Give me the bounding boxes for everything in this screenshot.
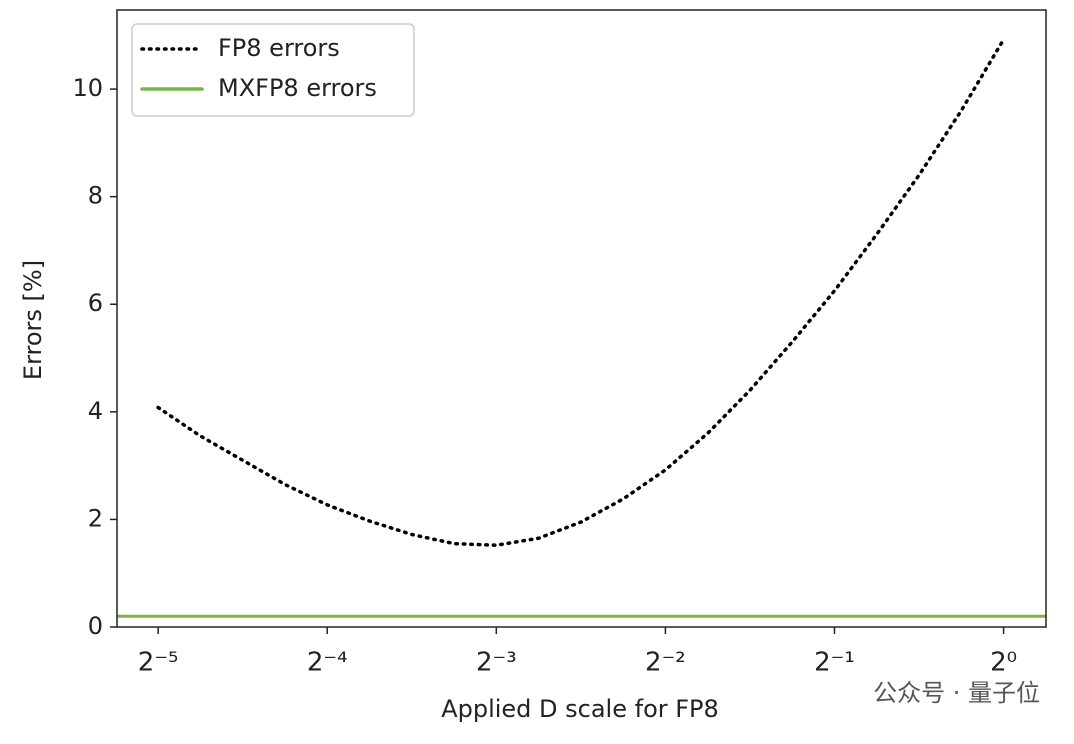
x-tick-label: 2⁻⁵ — [138, 648, 179, 678]
legend-label: FP8 errors — [218, 34, 340, 62]
x-tick-label: 2⁰ — [990, 648, 1017, 678]
plot-frame — [116, 9, 1047, 628]
x-tick-label: 2⁻³ — [476, 648, 517, 678]
y-tick-label: 4 — [88, 397, 103, 425]
x-tick-label: 2⁻² — [645, 648, 686, 678]
legend-label: MXFP8 errors — [218, 74, 377, 102]
y-tick-label: 0 — [88, 612, 103, 640]
x-tick-label: 2⁻¹ — [814, 648, 855, 678]
y-axis-label: Errors [%] — [19, 260, 47, 380]
y-tick-label: 8 — [88, 182, 103, 210]
watermark: 公众号 · 量子位 — [873, 679, 1040, 707]
x-axis-label: Applied D scale for FP8 — [441, 695, 719, 723]
y-tick-label: 10 — [72, 74, 103, 102]
y-tick-label: 2 — [88, 504, 103, 532]
y-tick-label: 6 — [88, 289, 103, 317]
x-tick-label: 2⁻⁴ — [307, 648, 348, 678]
legend-box — [131, 23, 415, 117]
line — [156, 37, 1006, 547]
